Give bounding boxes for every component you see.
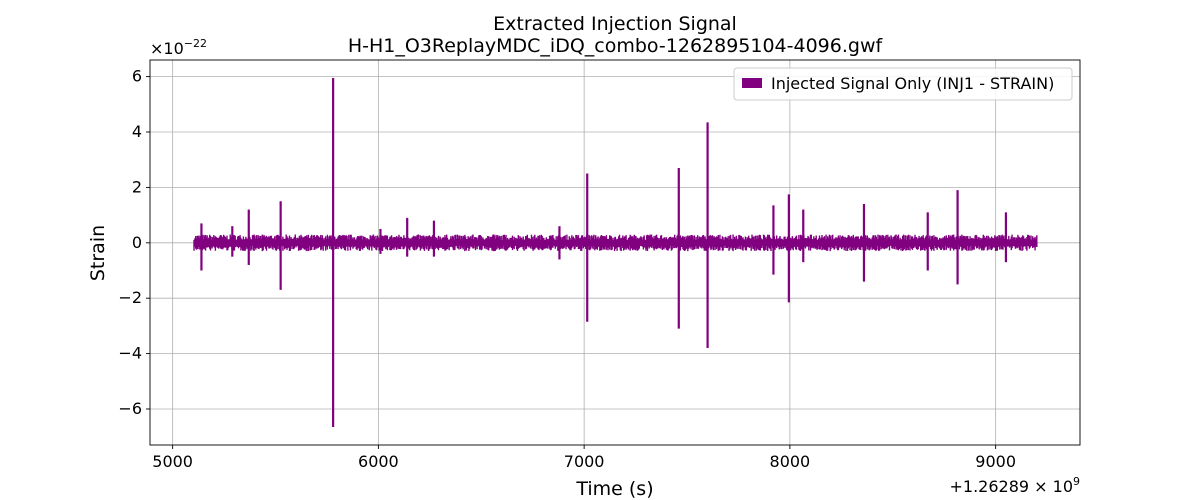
plot-frame xyxy=(149,59,1081,446)
y-tick-label--6: −6 xyxy=(118,399,142,418)
ticks: 5000 6000 7000 8000 9000 −6 −4 −2 0 2 4 6 xyxy=(118,67,1016,471)
chart-title: Extracted Injection Signal xyxy=(493,13,737,35)
x-offset-exponent: 9 xyxy=(1073,475,1080,488)
x-tick-label-8000: 8000 xyxy=(770,452,811,471)
legend-box xyxy=(733,67,1073,101)
chart-subtitle: H-H1_O3ReplayMDC_iDQ_combo-1262895104-40… xyxy=(348,35,884,57)
legend-entry-label: Injected Signal Only (INJ1 - STRAIN) xyxy=(771,74,1054,93)
y-tick-label--2: −2 xyxy=(118,288,142,307)
x-tick-label-6000: 6000 xyxy=(358,452,399,471)
y-tick-label-6: 6 xyxy=(132,67,142,86)
y-tick-label-2: 2 xyxy=(132,177,142,196)
legend-swatch xyxy=(742,78,762,88)
y-axis-label: Strain xyxy=(87,225,109,281)
x-tick-label-5000: 5000 xyxy=(152,452,193,471)
legend: Injected Signal Only (INJ1 - STRAIN) xyxy=(733,67,1073,101)
x-tick-label-7000: 7000 xyxy=(564,452,605,471)
grid xyxy=(150,60,1080,445)
x-axis-label: Time (s) xyxy=(575,478,653,500)
x-tick-label-9000: 9000 xyxy=(975,452,1016,471)
y-tick-label-0: 0 xyxy=(132,233,142,252)
y-tick-label-4: 4 xyxy=(132,122,142,141)
y-scale-exponent: −22 xyxy=(184,37,207,50)
y-scale-factor: ×10−22 xyxy=(150,37,207,58)
y-scale-base: ×10 xyxy=(150,39,184,58)
x-offset-base: +1.26289 × 10 xyxy=(949,477,1073,496)
y-tick-label--4: −4 xyxy=(118,344,142,363)
series-injected-signal xyxy=(193,78,1038,427)
x-offset-label: +1.26289 × 109 xyxy=(949,475,1080,496)
